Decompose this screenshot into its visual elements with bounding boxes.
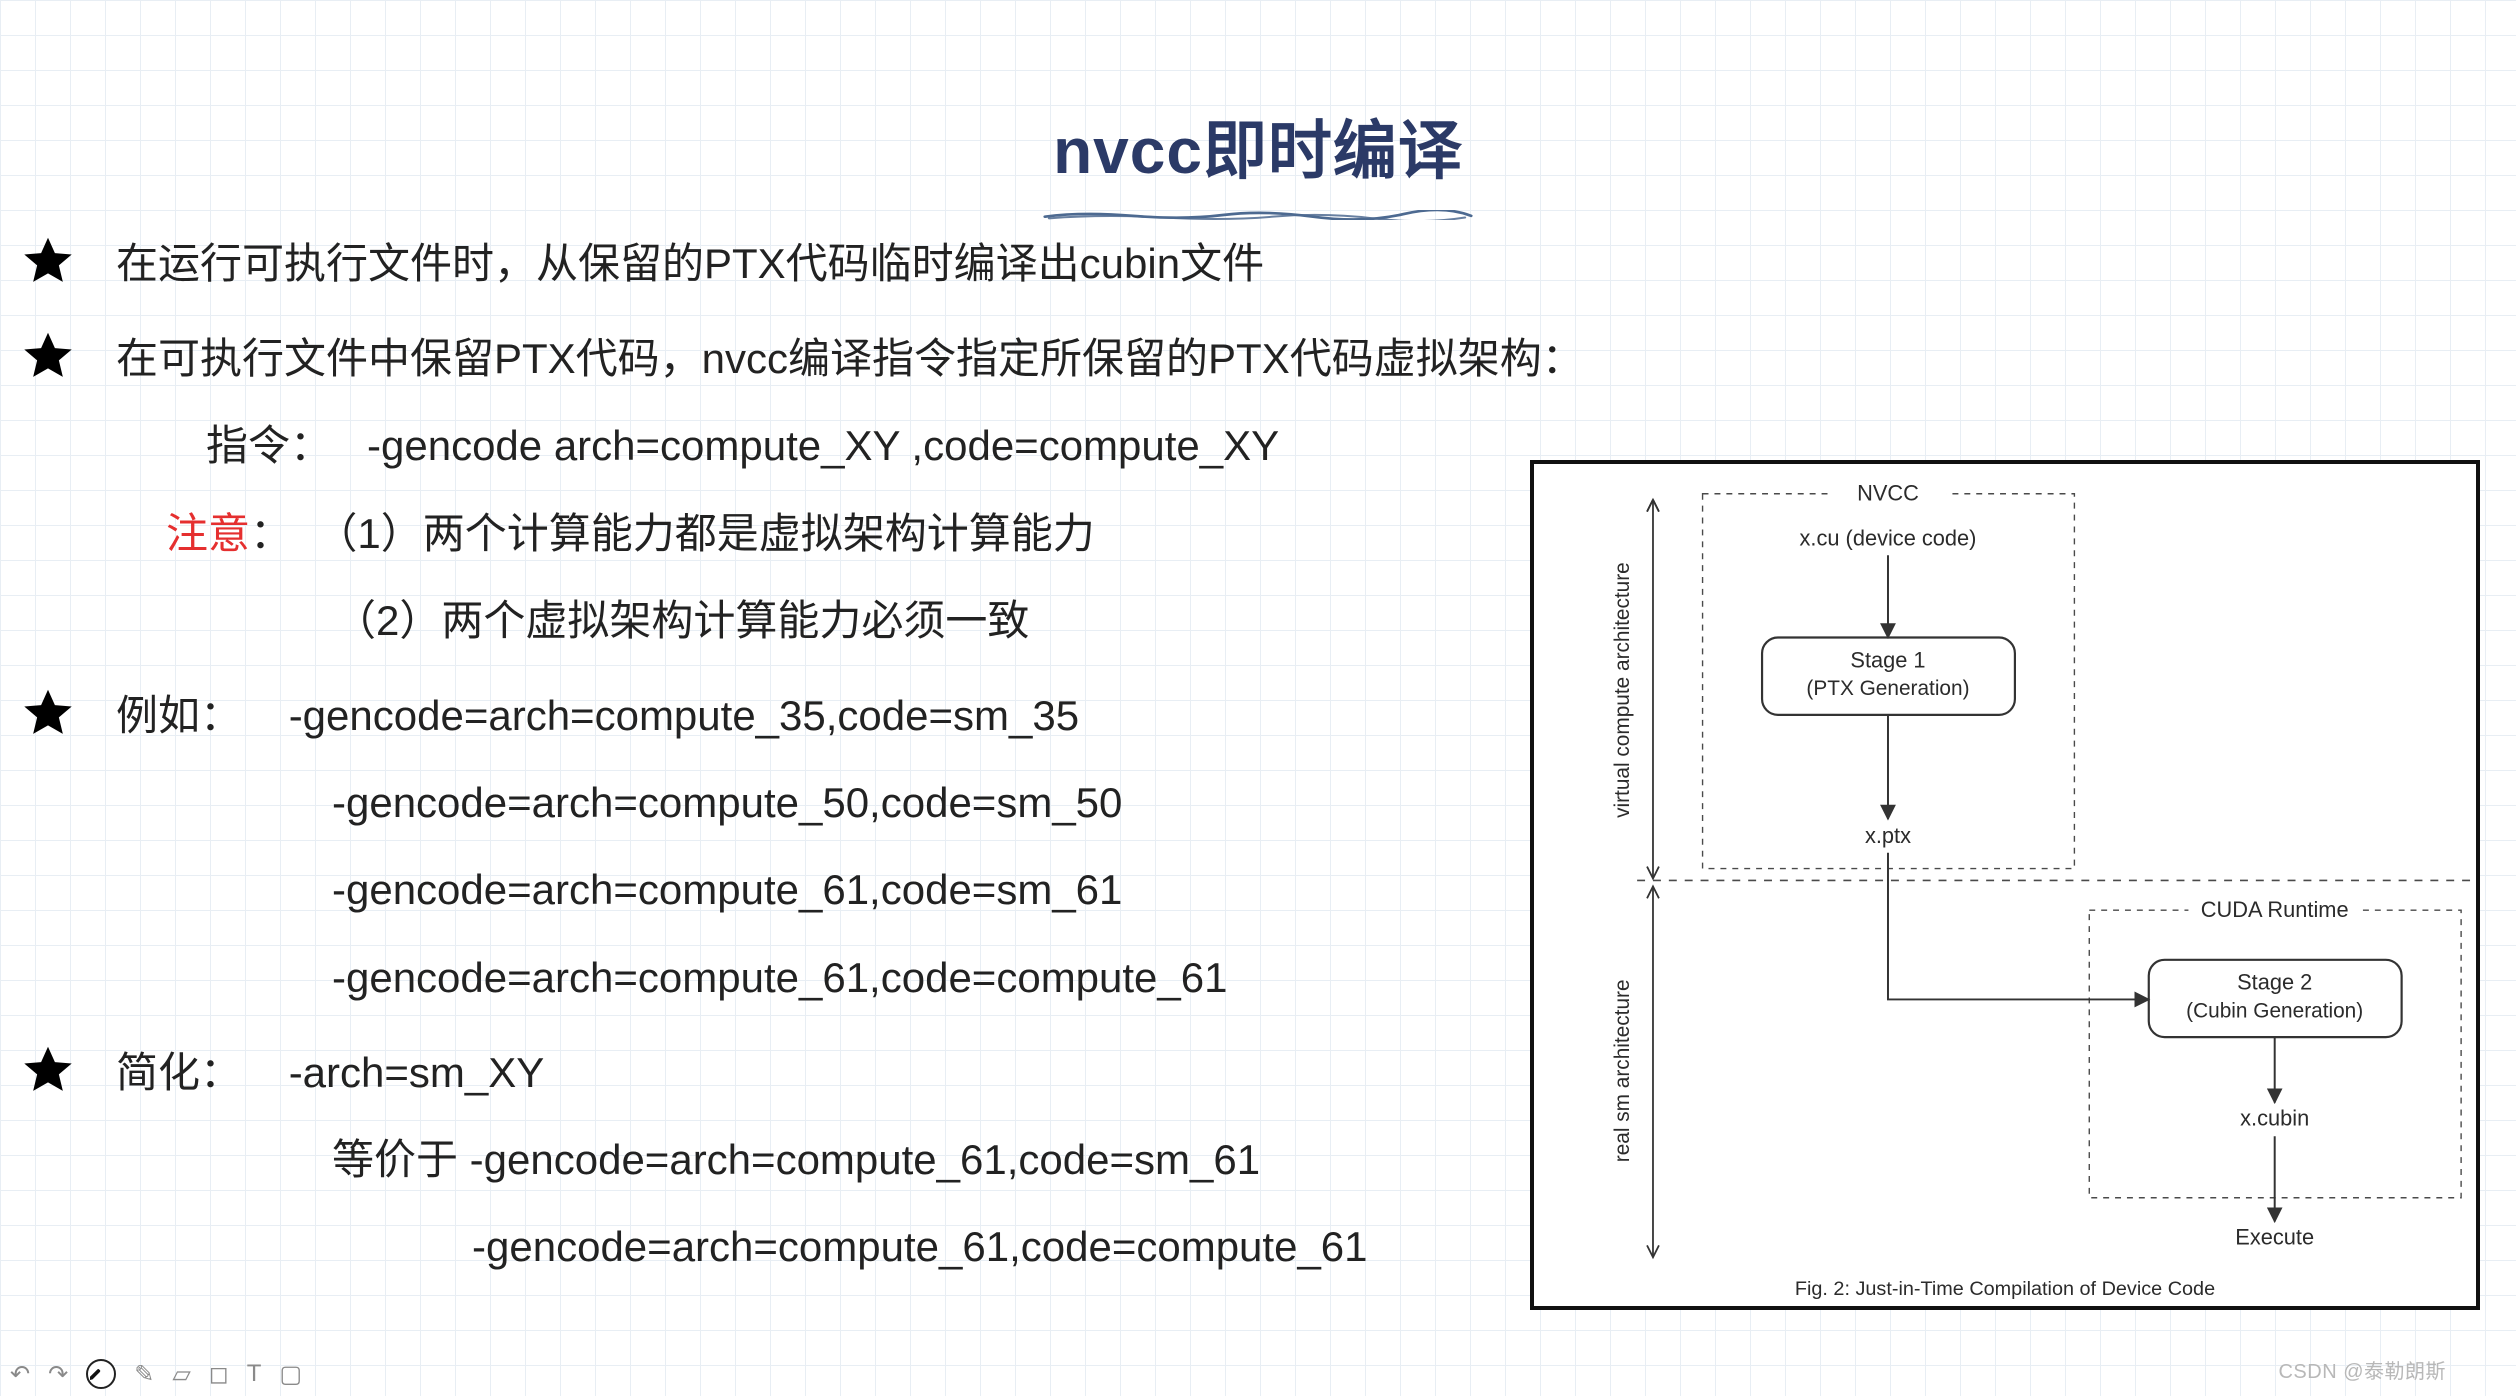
star-icon [20, 686, 76, 742]
bottom-toolbar: ↶ ↷ ✎ ▱ ◻︎ T ▢ [10, 1356, 302, 1392]
figure-box: NVCC CUDA Runtime x.cu (device code) Sta… [1530, 460, 2480, 1310]
page-title: nvcc即时编译 [1053, 100, 1463, 192]
nvcc-group-label: NVCC [1857, 481, 1919, 506]
title-area: nvcc即时编译 [0, 100, 2516, 220]
label-real-arch: real sm architecture [1611, 979, 1634, 1162]
bullet-3-l4: -gencode=arch=compute_61,code=compute_61 [116, 944, 1228, 1011]
bullet-4-l3: -gencode=arch=compute_61,code=compute_61 [116, 1213, 1368, 1280]
star-icon [20, 234, 76, 290]
shapes-icon[interactable]: ◻︎ [209, 1360, 229, 1389]
bullet-1: 在运行可执行文件时，从保留的PTX代码临时编译出cubin文件 [20, 230, 2496, 297]
text-tool-icon[interactable]: T [247, 1360, 262, 1388]
brush-icon[interactable]: ✎ [134, 1360, 154, 1389]
screenshot-icon[interactable]: ▢ [279, 1360, 302, 1389]
node-xcu: x.cu (device code) [1800, 525, 1977, 550]
bullet-4-label: 简化： [116, 1049, 242, 1096]
bullet-2-instr-text: 指令： -gencode arch=compute_XY ,code=compu… [116, 412, 1279, 479]
bullet-2-note-1-text: ： （1）两个计算能力都是虚拟架构计算能力 [250, 510, 1095, 557]
figure-caption: Fig. 2: Just-in-Time Compilation of Devi… [1795, 1278, 2215, 1300]
figure-svg: NVCC CUDA Runtime x.cu (device code) Sta… [1534, 464, 2476, 1307]
watermark: CSDN @泰勒朗斯 [2278, 1355, 2446, 1384]
node-stage1-l2: (PTX Generation) [1806, 677, 1969, 700]
node-xcubin: x.cubin [2240, 1105, 2309, 1130]
undo-icon[interactable]: ↶ [10, 1360, 30, 1389]
bullet-2-note-2-text: （2）两个虚拟架构计算能力必须一致 [116, 587, 1029, 654]
bullet-3-label: 例如： [116, 692, 242, 739]
node-stage2-l2: (Cubin Generation) [2186, 999, 2363, 1022]
bullet-2: 在可执行文件中保留PTX代码，nvcc编译指令指定所保留的PTX代码虚拟架构： [20, 325, 2496, 392]
bullet-3-l2: -gencode=arch=compute_50,code=sm_50 [116, 769, 1122, 836]
title-underline [1043, 210, 1473, 220]
pen-button[interactable] [86, 1359, 116, 1389]
redo-icon[interactable]: ↷ [48, 1360, 68, 1389]
node-xptx: x.ptx [1865, 823, 1911, 848]
bullet-3-l3: -gencode=arch=compute_61,code=sm_61 [116, 856, 1122, 923]
attention-label: 注意 [166, 510, 250, 557]
bullet-1-text: 在运行可执行文件时，从保留的PTX代码临时编译出cubin文件 [116, 230, 1264, 297]
bullet-4-l2: 等价于 -gencode=arch=compute_61,code=sm_61 [116, 1126, 1260, 1193]
node-exec: Execute [2235, 1224, 2314, 1249]
bullet-2-text: 在可执行文件中保留PTX代码，nvcc编译指令指定所保留的PTX代码虚拟架构： [116, 325, 1584, 392]
node-stage2-l1: Stage 2 [2237, 970, 2312, 995]
bullet-4-l1: -arch=sm_XY [242, 1049, 544, 1096]
bullet-3-l1: -gencode=arch=compute_35,code=sm_35 [242, 692, 1079, 739]
cuda-runtime-group-label: CUDA Runtime [2201, 897, 2349, 922]
node-stage1-l1: Stage 1 [1850, 647, 1925, 672]
star-icon [20, 329, 76, 385]
eraser-icon[interactable]: ▱ [172, 1360, 190, 1389]
star-icon [20, 1043, 76, 1099]
label-virtual-arch: virtual compute architecture [1611, 562, 1634, 818]
